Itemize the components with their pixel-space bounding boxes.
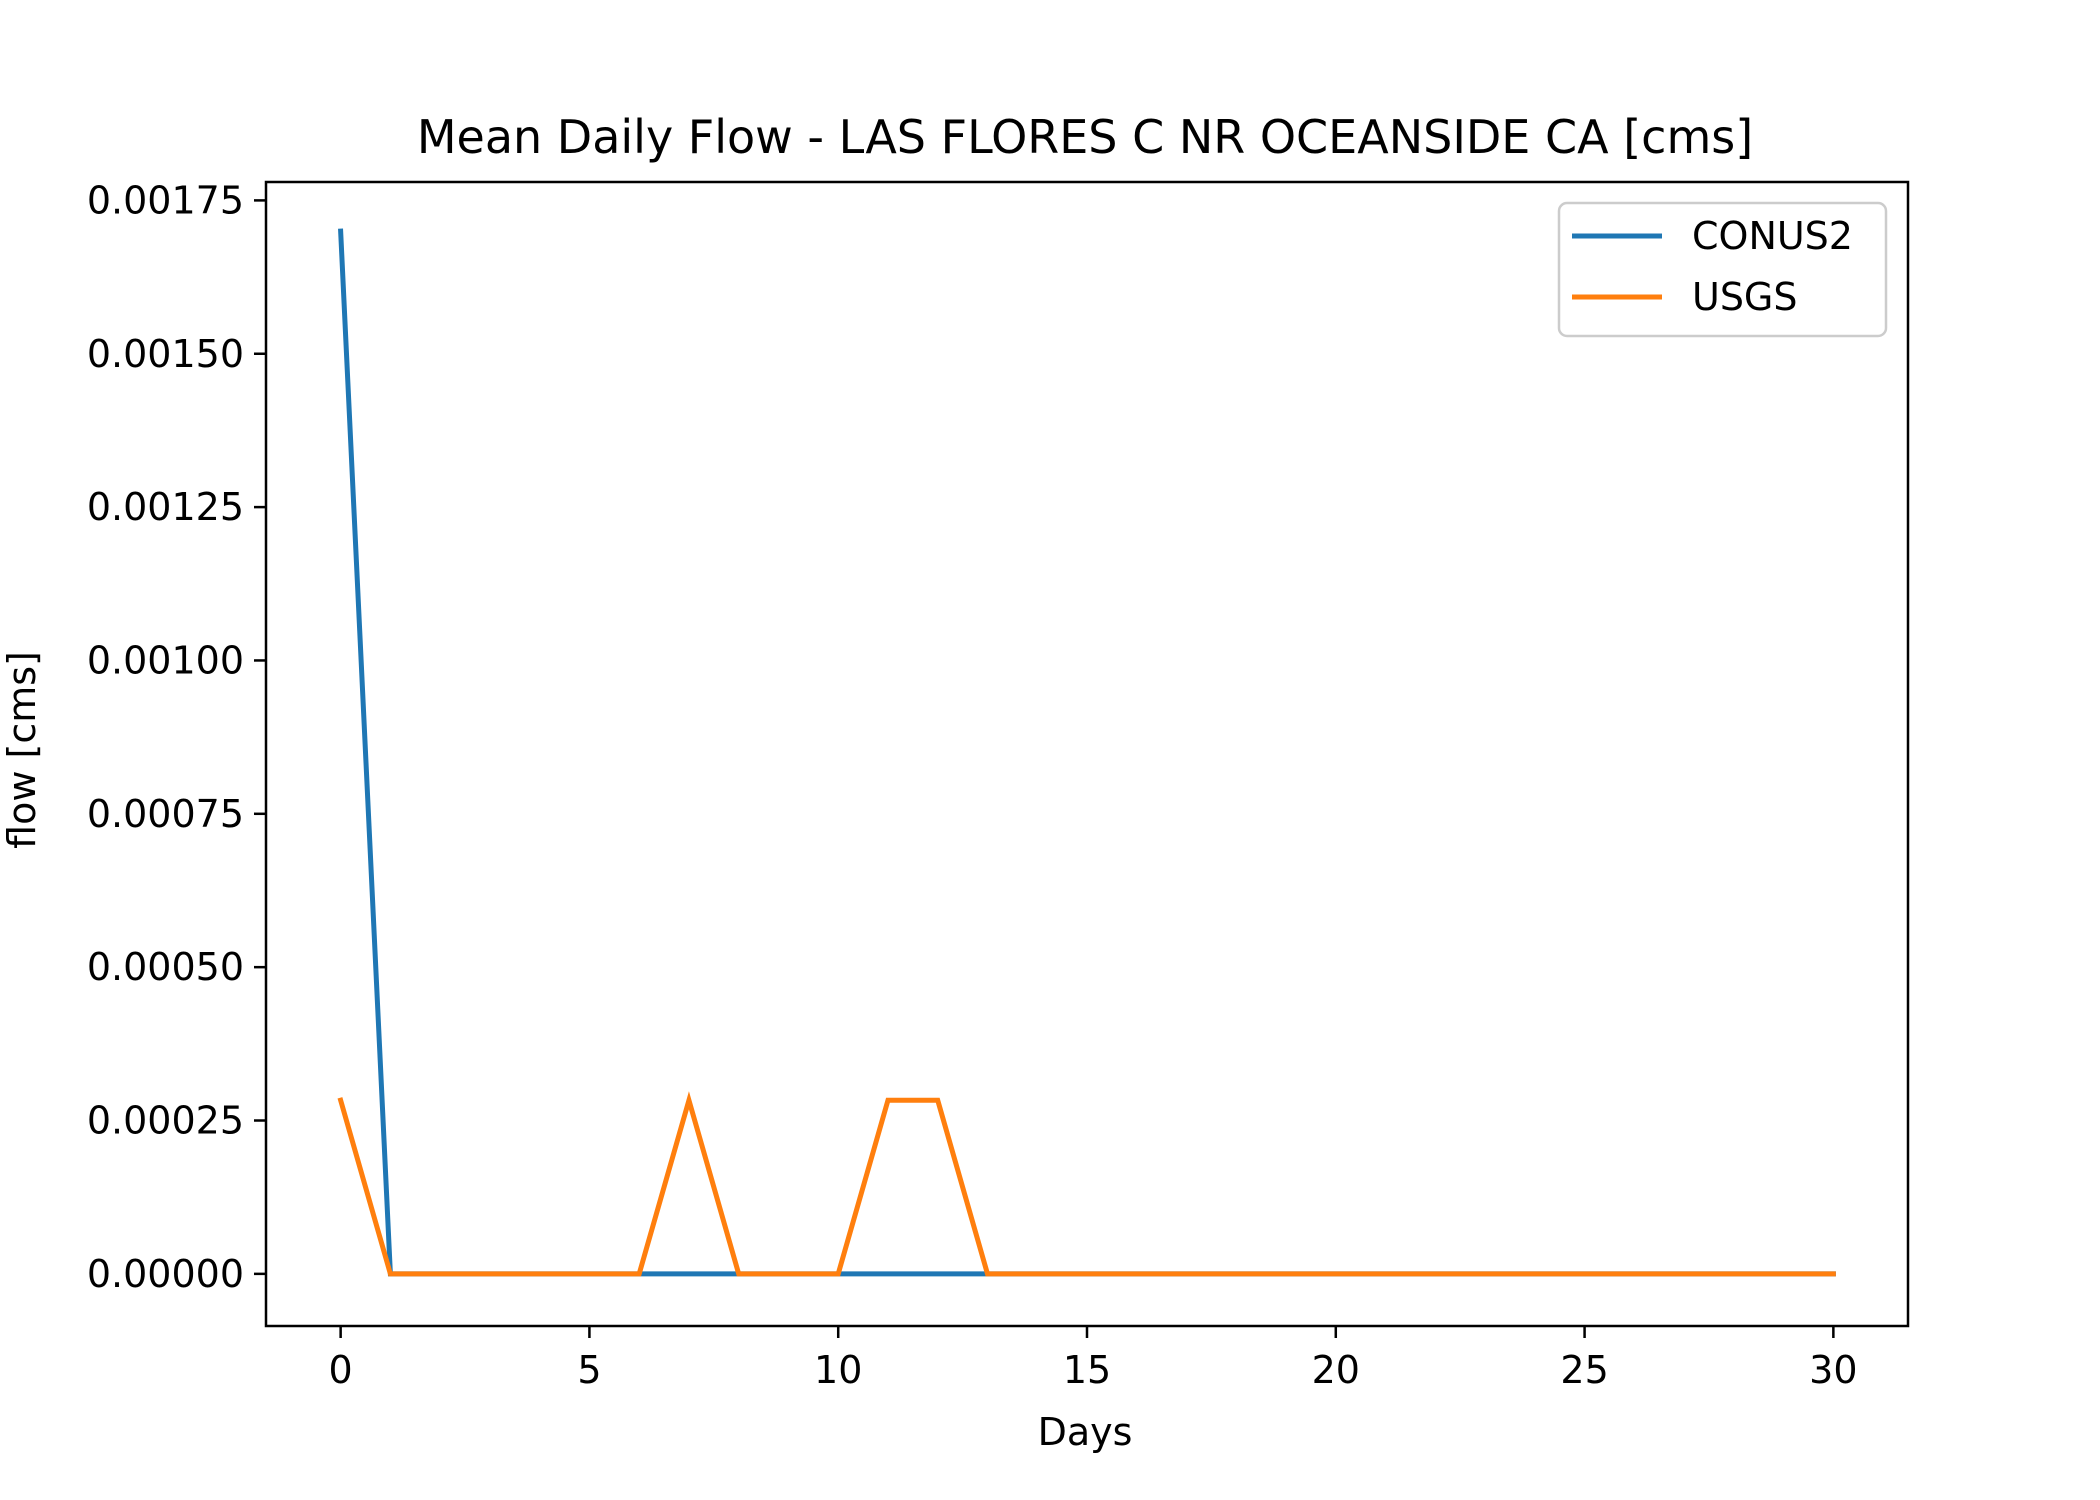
legend-label-usgs: USGS	[1692, 275, 1798, 319]
y-tick-label: 0.00125	[87, 485, 244, 529]
x-tick-label: 30	[1809, 1348, 1857, 1392]
x-tick-label: 10	[814, 1348, 862, 1392]
plot-frame	[264, 180, 1910, 1328]
y-tick-label: 0.00150	[87, 332, 244, 376]
x-tick-label: 20	[1312, 1348, 1360, 1392]
x-tick-label: 5	[577, 1348, 601, 1392]
y-axis-label: flow [cms]	[0, 651, 44, 849]
legend-label-conus2: CONUS2	[1692, 214, 1853, 258]
y-tick-label: 0.00050	[87, 945, 244, 989]
chart-title: Mean Daily Flow - LAS FLORES C NR OCEANS…	[417, 110, 1753, 164]
x-axis-ticks: 0 5 10 15 20 25 30	[329, 1326, 1858, 1392]
legend: CONUS2 USGS	[1557, 201, 1888, 338]
x-tick-label: 0	[329, 1348, 353, 1392]
y-tick-label: 0.00100	[87, 638, 244, 682]
y-tick-label: 0.00175	[87, 178, 244, 222]
y-axis-ticks: 0.00000 0.00025 0.00050 0.00075 0.00100 0.001…	[87, 178, 266, 1296]
x-axis-label: Days	[1038, 1410, 1133, 1454]
series-line-usgs	[337, 1091, 1836, 1277]
x-tick-label: 25	[1560, 1348, 1608, 1392]
x-tick-label: 15	[1063, 1348, 1111, 1392]
y-tick-label: 0.00000	[87, 1252, 244, 1296]
y-tick-label: 0.00025	[87, 1099, 244, 1143]
plot-area	[337, 228, 1836, 1277]
y-tick-label: 0.00075	[87, 792, 244, 836]
